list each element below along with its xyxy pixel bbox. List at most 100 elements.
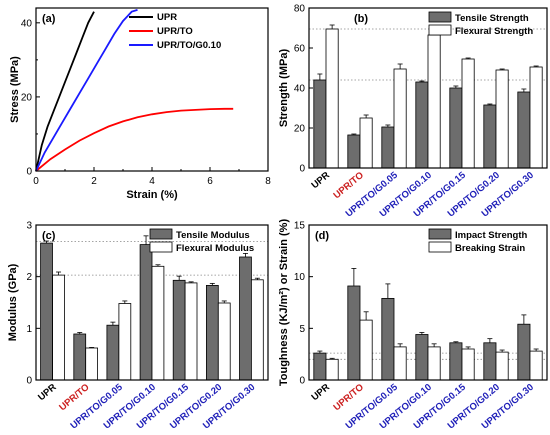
y-axis-label: Modulus (GPa) (7, 263, 19, 341)
bar-series2 (52, 274, 65, 381)
bar-series1 (415, 81, 429, 169)
bar-series1 (381, 126, 395, 169)
legend: Tensile Modulus Flexural Modulus (149, 228, 254, 254)
legend-swatch-2 (149, 241, 173, 253)
legend-swatch-2 (428, 24, 452, 36)
y-tick-label: 40 (294, 84, 306, 95)
bar-series1 (347, 134, 361, 169)
bar-series2 (495, 351, 509, 381)
bar-series2 (359, 117, 373, 169)
legend-label-2: Flexural Strength (455, 26, 533, 37)
bar-series1 (449, 342, 463, 381)
bar-series2 (85, 347, 98, 381)
bar-series1 (205, 284, 219, 381)
panel-c: 0123UPRUPR/TOUPR/TO/G0.05UPR/TO/G0.10UPR… (7, 221, 269, 432)
panel-label: (a) (42, 13, 56, 25)
bar-series2 (461, 58, 475, 169)
legend: UPR UPR/TO UPR/TO/G0.10 (129, 12, 221, 51)
y-tick-label: 15 (294, 221, 306, 232)
bar-series2 (461, 348, 475, 381)
bar-series1 (313, 79, 327, 169)
panel-c-frame (35, 224, 269, 381)
bar-series2 (325, 28, 339, 169)
bar-series1 (381, 297, 395, 381)
x-tick-label: 8 (265, 176, 271, 187)
bar-series1 (106, 324, 120, 381)
y-tick-label: 60 (294, 44, 306, 55)
bar-series2 (250, 279, 264, 381)
bar-series2 (393, 68, 407, 169)
y-axis-label: Strength (MPa) (278, 49, 290, 128)
bar-series2 (325, 358, 339, 381)
series-line-3 (35, 9, 138, 172)
legend: Tensile Strength Flexural Strength (428, 11, 533, 37)
panel-label: (b) (354, 13, 368, 25)
bar-series1 (313, 352, 327, 381)
bar-series2 (427, 34, 441, 169)
bar-series1 (517, 323, 531, 381)
x-tick-label: 6 (207, 176, 213, 187)
legend-swatch-1 (428, 11, 452, 23)
legend-label-2: UPR/TO (157, 26, 193, 37)
bar-series2 (118, 303, 132, 381)
panel-label: (c) (42, 230, 56, 242)
bar-series2 (359, 319, 373, 381)
bar-series1 (172, 279, 186, 381)
category-label: UPR (309, 170, 332, 191)
bar-series1 (139, 244, 153, 381)
bar-series2 (495, 69, 509, 169)
bar-series1 (347, 285, 361, 381)
bar-series2 (529, 66, 543, 169)
y-tick-label: 0 (26, 167, 32, 178)
legend-label-2: Breaking Strain (455, 243, 525, 254)
category-label: UPR (309, 382, 332, 403)
x-axis-label: Strain (%) (126, 189, 178, 201)
y-tick-label: 3 (26, 221, 32, 232)
x-tick-label: 2 (91, 176, 97, 187)
bar-series1 (415, 334, 429, 381)
legend-label-1: Tensile Strength (455, 13, 529, 24)
bar-series1 (483, 342, 497, 381)
x-tick-label: 4 (149, 176, 155, 187)
x-tick-label: 0 (33, 176, 39, 187)
y-tick-label: 80 (294, 4, 306, 15)
legend-label-1: Tensile Modulus (176, 230, 250, 241)
legend-label-3: UPR/TO/G0.10 (157, 40, 221, 51)
y-tick-label: 2 (26, 272, 32, 283)
y-tick-label: 20 (294, 124, 306, 135)
legend-swatch-2 (428, 241, 452, 253)
legend-label-1: UPR (157, 12, 177, 23)
bar-series2 (184, 282, 198, 381)
y-tick-label: 0 (299, 164, 305, 175)
bar-series1 (40, 242, 53, 381)
legend-label-1: Impact Strength (455, 230, 528, 241)
category-label: UPR (36, 382, 59, 403)
series-line-1 (35, 11, 95, 172)
bar-series1 (517, 91, 531, 169)
bar-series2 (529, 350, 543, 381)
y-axis-label: Toughness (KJ/m²) or Strain (%) (278, 219, 290, 387)
y-tick-label: 40 (21, 18, 33, 29)
bar-series1 (483, 104, 497, 169)
y-tick-label: 0 (26, 376, 32, 387)
y-tick-label: 1 (26, 324, 32, 335)
y-tick-label: 5 (299, 324, 305, 335)
y-tick-label: 10 (294, 272, 306, 283)
bar-series2 (217, 302, 231, 381)
legend-swatch-1 (149, 228, 173, 240)
bar-series1 (73, 333, 87, 381)
bar-series1 (239, 256, 252, 381)
y-axis-label: Stress (MPa) (9, 56, 21, 123)
legend: Impact Strength Breaking Strain (428, 228, 528, 254)
bar-series2 (151, 265, 165, 381)
series-line-2 (35, 107, 234, 172)
bar-series1 (449, 87, 463, 169)
bar-series2 (393, 346, 407, 381)
bar-series2 (427, 346, 441, 381)
legend-label-2: Flexural Modulus (176, 243, 254, 254)
legend-swatch-1 (428, 228, 452, 240)
